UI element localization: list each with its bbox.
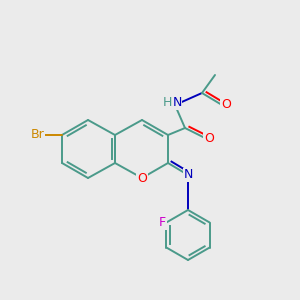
Text: O: O bbox=[204, 131, 214, 145]
Text: O: O bbox=[221, 98, 231, 112]
Text: Br: Br bbox=[30, 128, 44, 142]
Text: N: N bbox=[183, 169, 193, 182]
Text: F: F bbox=[159, 216, 166, 229]
Text: H: H bbox=[162, 97, 172, 110]
Text: N: N bbox=[172, 97, 182, 110]
Text: O: O bbox=[137, 172, 147, 184]
